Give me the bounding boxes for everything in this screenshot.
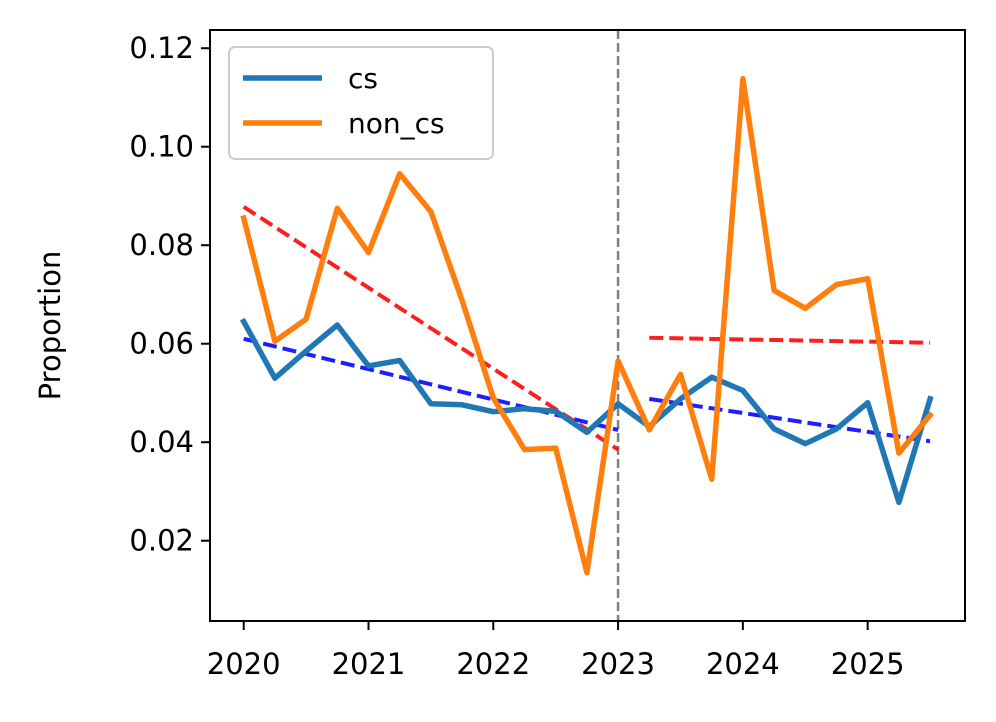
x-tick-label: 2021	[332, 647, 406, 681]
legend-label-non-cs: non_cs	[348, 107, 445, 140]
legend-box	[228, 46, 494, 160]
plot-area: 0.020.040.060.080.100.12 2020 2021 2022 202…	[129, 29, 966, 681]
y-tick-label: 0.10	[129, 130, 194, 164]
plot-frame	[209, 29, 966, 622]
x-tick-label: 2025	[831, 647, 905, 681]
y-tick-label: 0.12	[129, 31, 194, 65]
x-tick-label: 2020	[207, 647, 281, 681]
y-axis-ticks: 0.02 0.04 0.06 0.08 0.10 0.12	[129, 31, 210, 558]
series-lines	[239, 76, 934, 576]
legend: cs non_cs	[228, 46, 494, 160]
y-axis-label: Proportion	[33, 251, 67, 401]
trend-line-cs	[648, 396, 931, 444]
y-tick-label: 0.06	[129, 327, 194, 361]
y-tick-label: 0.04	[129, 425, 194, 459]
x-tick-label: 2022	[456, 647, 530, 681]
y-tick-label: 0.02	[129, 524, 194, 558]
y-tick-label: 0.08	[129, 228, 194, 262]
trend-line-non-cs	[649, 335, 931, 345]
x-axis-ticks: 2020 2021 2022 2023 2024 2025	[207, 621, 905, 681]
series-line-non-cs	[240, 76, 934, 576]
x-tick-label: 2023	[581, 647, 655, 681]
legend-label-cs: cs	[348, 62, 378, 95]
series-line-cs	[239, 317, 934, 506]
x-tick-label: 2024	[706, 647, 780, 681]
